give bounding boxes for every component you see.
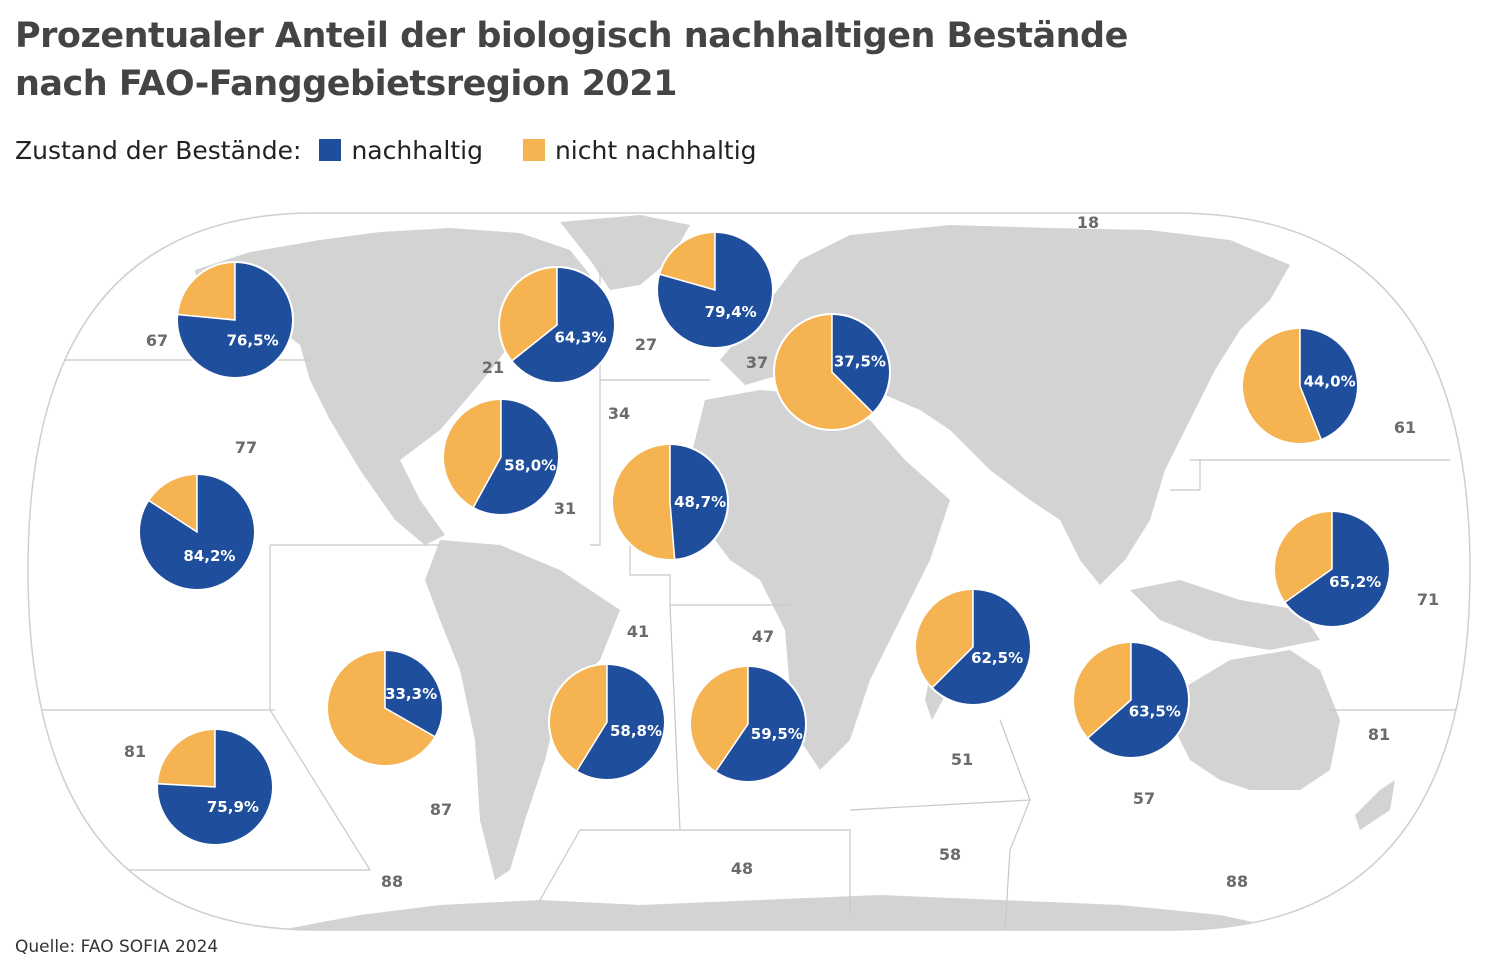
pie-region-21: 64,3% [498, 266, 616, 384]
pie-region-67: 76,5% [176, 261, 294, 379]
pie-outline-34 [611, 443, 729, 561]
legend-label-unsustainable: nicht nachhaltig [554, 135, 757, 165]
pie-region-37: 37,5% [773, 313, 891, 431]
pie-outline-27 [656, 231, 774, 349]
pie-outline-21 [498, 266, 616, 384]
region-label-18: 18 [1077, 213, 1099, 232]
pie-value-label-81: 75,9% [207, 798, 259, 816]
region-label-51: 51 [951, 750, 973, 769]
region-label-71: 71 [1417, 590, 1439, 609]
pie-outline-41 [548, 663, 666, 781]
pie-outline-47 [689, 665, 807, 783]
legend-swatch-sustainable [319, 139, 342, 161]
pie-outline-67 [176, 261, 294, 379]
pie-value-label-47: 59,5% [751, 725, 803, 743]
region-label-61: 61 [1394, 418, 1416, 437]
pie-outline-37 [773, 313, 891, 431]
pie-outline-51 [914, 588, 1032, 706]
land-southeast-asia [1130, 580, 1320, 650]
pie-outline-61 [1241, 327, 1359, 445]
title-line-1: Prozentualer Anteil der biologisch nachh… [15, 16, 1128, 56]
region-label-48: 48 [731, 859, 753, 878]
pie-region-81: 75,9% [156, 728, 274, 846]
pie-region-71: 65,2% [1273, 510, 1391, 628]
region-label-58: 58 [939, 845, 961, 864]
region-label-57: 57 [1133, 789, 1155, 808]
region-label-47: 47 [752, 627, 774, 646]
pie-value-label-87: 33,3% [385, 685, 437, 703]
pie-region-27: 79,4% [656, 231, 774, 349]
region-label-77: 77 [235, 438, 257, 457]
land-australia [1175, 650, 1340, 790]
pie-value-label-21: 64,3% [554, 328, 606, 346]
pie-value-label-34: 48,7% [674, 493, 726, 511]
region-label-21: 21 [482, 358, 504, 377]
pie-region-77: 84,2% [138, 473, 256, 591]
region-label-81: 81 [124, 742, 146, 761]
legend: Zustand der Bestände: nachhaltig nicht n… [15, 130, 797, 170]
pie-value-label-61: 44,0% [1304, 372, 1356, 390]
land-eurasia [720, 225, 1290, 585]
pie-value-label-27: 79,4% [705, 303, 757, 321]
region-label-34: 34 [608, 404, 630, 423]
pie-value-label-67: 76,5% [227, 331, 279, 349]
pie-outline-87 [326, 649, 444, 767]
title-line-2: nach FAO-Fanggebietsregion 2021 [15, 64, 678, 104]
region-label-37: 37 [746, 353, 768, 372]
pie-charts: 76,5% 64,3% 79,4% 37,5% 44,0% 58,0% 48,7% 84,2%… [138, 231, 1391, 846]
land-south-america [425, 540, 620, 880]
region-label-67: 67 [146, 331, 168, 350]
region-label-81: 81 [1368, 725, 1390, 744]
pie-region-57: 63,5% [1072, 641, 1190, 759]
land-antarctica [280, 895, 1290, 930]
region-label-87: 87 [430, 800, 452, 819]
land-north-america [195, 228, 590, 545]
pie-value-label-31: 58,0% [504, 457, 556, 475]
pie-region-51: 62,5% [914, 588, 1032, 706]
pie-value-label-57: 63,5% [1129, 703, 1181, 721]
pie-region-41: 58,8% [548, 663, 666, 781]
pie-value-label-41: 58,8% [610, 722, 662, 740]
pie-outline-77 [138, 473, 256, 591]
pie-outline-57 [1072, 641, 1190, 759]
pie-region-31: 58,0% [442, 398, 560, 516]
region-label-88: 88 [381, 872, 403, 891]
legend-swatch-unsustainable [522, 139, 545, 161]
region-labels: 18 67 21 27 37 34 77 31 61 71 41 47 51 81 87 57 81 88 48 58… [124, 213, 1439, 891]
region-label-41: 41 [627, 622, 649, 641]
region-label-88: 88 [1226, 872, 1248, 891]
land-africa [690, 390, 950, 770]
chart-title: Prozentualer Anteil der biologisch nachh… [15, 12, 1315, 108]
pie-outline-81 [156, 728, 274, 846]
pie-region-34: 48,7% [611, 443, 729, 561]
land-new-zealand [1355, 780, 1395, 830]
legend-label-sustainable: nachhaltig [351, 135, 483, 165]
pie-value-label-77: 84,2% [183, 547, 235, 565]
region-label-31: 31 [554, 499, 576, 518]
region-label-27: 27 [635, 335, 657, 354]
pie-region-47: 59,5% [689, 665, 807, 783]
pie-value-label-37: 37,5% [834, 353, 886, 371]
pie-value-label-71: 65,2% [1329, 573, 1381, 591]
pie-outline-31 [442, 398, 560, 516]
pie-outline-71 [1273, 510, 1391, 628]
pie-region-61: 44,0% [1241, 327, 1359, 445]
pie-region-87: 33,3% [326, 649, 444, 767]
pie-value-label-51: 62,5% [971, 649, 1023, 667]
land-greenland [560, 215, 690, 290]
legend-heading: Zustand der Bestände: [15, 135, 302, 165]
source-note: Quelle: FAO SOFIA 2024 [15, 937, 219, 957]
